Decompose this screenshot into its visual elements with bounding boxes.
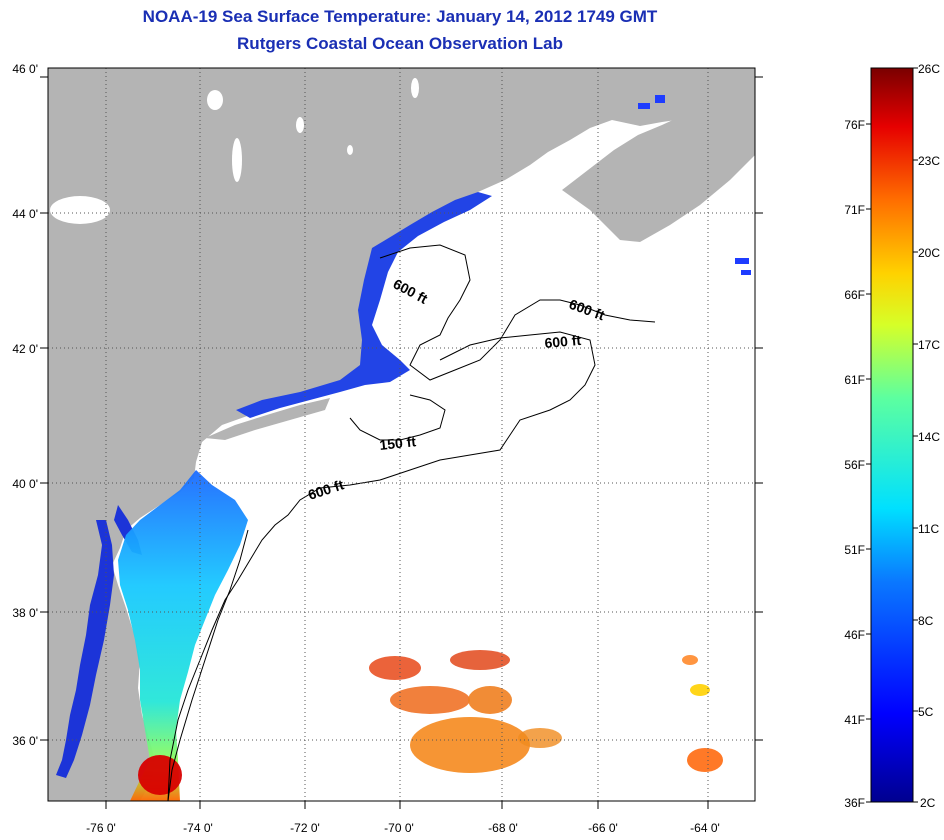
axis-ticks <box>40 76 763 809</box>
colorbar-celsius-label: 23C <box>918 154 940 168</box>
nova-scotia <box>562 95 755 242</box>
colorbar-fahrenheit-label: 71F <box>844 203 865 217</box>
lon-label: -64 0' <box>690 821 720 835</box>
colorbar-fahrenheit-label: 46F <box>844 628 865 642</box>
colorbar-fahrenheit-label: 51F <box>844 543 865 557</box>
contour-label: 600 ft <box>544 332 582 351</box>
colorbar-fahrenheit-label: 66F <box>844 288 865 302</box>
depth-contours <box>167 244 656 801</box>
lat-label: 38 0' <box>12 606 38 620</box>
lon-label: -74 0' <box>183 821 213 835</box>
temperature-colorbar: 26C 23C 20C 17C 14C 11C 8C 5C 2C 76F 71F… <box>844 62 940 810</box>
colorbar-fahrenheit-label: 41F <box>844 713 865 727</box>
lon-label: -66 0' <box>588 821 618 835</box>
colorbar-gradient <box>870 67 914 803</box>
long-island <box>205 398 330 440</box>
colorbar-fahrenheit-label: 56F <box>844 458 865 472</box>
lon-label: -68 0' <box>488 821 518 835</box>
map-subtitle: Rutgers Coastal Ocean Observation Lab <box>237 34 563 53</box>
map-title: NOAA-19 Sea Surface Temperature: January… <box>142 7 658 26</box>
gulf-of-maine-cold-water <box>236 192 492 418</box>
lon-label: -76 0' <box>86 821 116 835</box>
lat-label: 46 0' <box>12 62 38 76</box>
longitude-labels: -76 0' -74 0' -72 0' -70 0' -68 0' -66 0… <box>86 821 720 835</box>
map-frame <box>47 67 756 802</box>
scattered-cold-pixels <box>638 95 751 275</box>
lat-label: 42 0' <box>12 342 38 356</box>
colorbar-celsius-label: 14C <box>918 430 940 444</box>
colorbar-celsius-label: 20C <box>918 246 940 260</box>
lon-label: -70 0' <box>384 821 414 835</box>
colorbar-fahrenheit-label: 76F <box>844 118 865 132</box>
colorbar-celsius-label: 26C <box>918 62 940 76</box>
chesapeake-bay <box>56 520 114 778</box>
colorbar-ticks <box>866 67 918 803</box>
colorbar-fahrenheit-label: 61F <box>844 373 865 387</box>
colorbar-celsius-label: 5C <box>918 705 934 719</box>
colorbar-celsius-label: 8C <box>918 614 934 628</box>
colorbar-fahrenheit-label: 36F <box>844 796 865 810</box>
latitude-labels: 46 0' 44 0' 42 0' 40 0' 38 0' 36 0' <box>12 62 38 748</box>
colorbar-celsius-label: 2C <box>920 796 936 810</box>
mainland <box>48 68 755 801</box>
lon-label: -72 0' <box>290 821 320 835</box>
contour-label: 150 ft <box>379 433 417 453</box>
lat-label: 40 0' <box>12 477 38 491</box>
lat-label: 36 0' <box>12 734 38 748</box>
colorbar-celsius-label: 11C <box>918 522 939 536</box>
warm-gulf-stream-patches <box>138 650 723 795</box>
inland-lakes <box>50 78 419 224</box>
colorbar-celsius-label: 17C <box>918 338 940 352</box>
coastal-sst-band <box>118 470 248 801</box>
lat-label: 44 0' <box>12 207 38 221</box>
